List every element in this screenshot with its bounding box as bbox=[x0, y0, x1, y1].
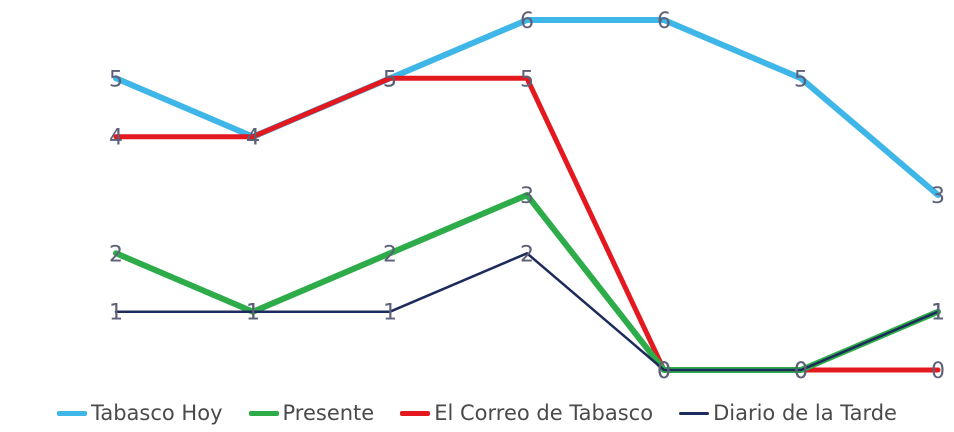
data-label-presente-4: 3 bbox=[520, 184, 534, 209]
data-label-diario-de-la-tarde-3: 1 bbox=[383, 301, 397, 326]
series-line-tabasco-hoy bbox=[113, 17, 941, 198]
data-label-diario-de-la-tarde-1: 1 bbox=[109, 301, 123, 326]
data-label-diario-de-la-tarde-5: 0 bbox=[657, 359, 671, 384]
data-label-diario-de-la-tarde-4: 2 bbox=[520, 242, 534, 267]
series-line-presente bbox=[113, 192, 941, 373]
data-label-presente-7: 1 bbox=[931, 301, 945, 326]
legend-label-diario-de-la-tarde: Diario de la Tarde bbox=[713, 401, 897, 425]
data-label-el-correo-de-tabasco-6: 0 bbox=[794, 359, 808, 384]
legend-swatch-diario-de-la-tarde bbox=[679, 411, 710, 415]
data-label-presente-5: 0 bbox=[657, 359, 671, 384]
data-label-el-correo-de-tabasco-1: 4 bbox=[109, 126, 123, 151]
data-label-el-correo-de-tabasco-7: 0 bbox=[931, 359, 945, 384]
data-label-presente-6: 0 bbox=[794, 359, 808, 384]
data-label-presente-2: 1 bbox=[246, 301, 260, 326]
data-label-presente-1: 2 bbox=[109, 242, 123, 267]
legend-item-tabasco-hoy: Tabasco Hoy bbox=[57, 401, 223, 425]
data-label-diario-de-la-tarde-6: 0 bbox=[794, 359, 808, 384]
legend-swatch-el-correo-de-tabasco bbox=[400, 410, 431, 416]
legend-swatch-presente bbox=[248, 410, 279, 416]
data-label-tabasco-hoy-2: 4 bbox=[246, 126, 260, 151]
series-line-el-correo-de-tabasco bbox=[113, 75, 941, 373]
data-label-el-correo-de-tabasco-2: 4 bbox=[246, 126, 260, 151]
series-lines bbox=[113, 17, 941, 373]
data-label-tabasco-hoy-4: 6 bbox=[520, 9, 534, 34]
legend-label-presente: Presente bbox=[282, 401, 375, 425]
legend-label-tabasco-hoy: Tabasco Hoy bbox=[91, 401, 223, 425]
data-label-tabasco-hoy-3: 5 bbox=[383, 67, 397, 92]
data-label-el-correo-de-tabasco-3: 5 bbox=[383, 67, 397, 92]
legend-swatch-tabasco-hoy bbox=[57, 410, 87, 416]
legend: Tabasco Hoy Presente El Correo de Tabasc… bbox=[0, 394, 954, 432]
data-label-tabasco-hoy-7: 3 bbox=[931, 184, 945, 209]
data-label-el-correo-de-tabasco-4: 5 bbox=[520, 67, 534, 92]
data-label-diario-de-la-tarde-2: 1 bbox=[246, 301, 260, 326]
data-label-tabasco-hoy-6: 5 bbox=[794, 67, 808, 92]
legend-item-el-correo-de-tabasco: El Correo de Tabasco bbox=[400, 401, 653, 425]
legend-label-el-correo-de-tabasco: El Correo de Tabasco bbox=[434, 401, 654, 425]
data-label-presente-3: 2 bbox=[383, 242, 397, 267]
data-label-tabasco-hoy-1: 5 bbox=[109, 67, 123, 92]
legend-item-presente: Presente bbox=[248, 401, 375, 425]
data-label-tabasco-hoy-5: 6 bbox=[657, 9, 671, 34]
legend-item-diario-de-la-tarde: Diario de la Tarde bbox=[679, 401, 897, 425]
data-label-diario-de-la-tarde-7: 1 bbox=[931, 301, 945, 326]
data-label-el-correo-de-tabasco-5: 0 bbox=[657, 359, 671, 384]
series-line-diario-de-la-tarde bbox=[114, 252, 940, 372]
